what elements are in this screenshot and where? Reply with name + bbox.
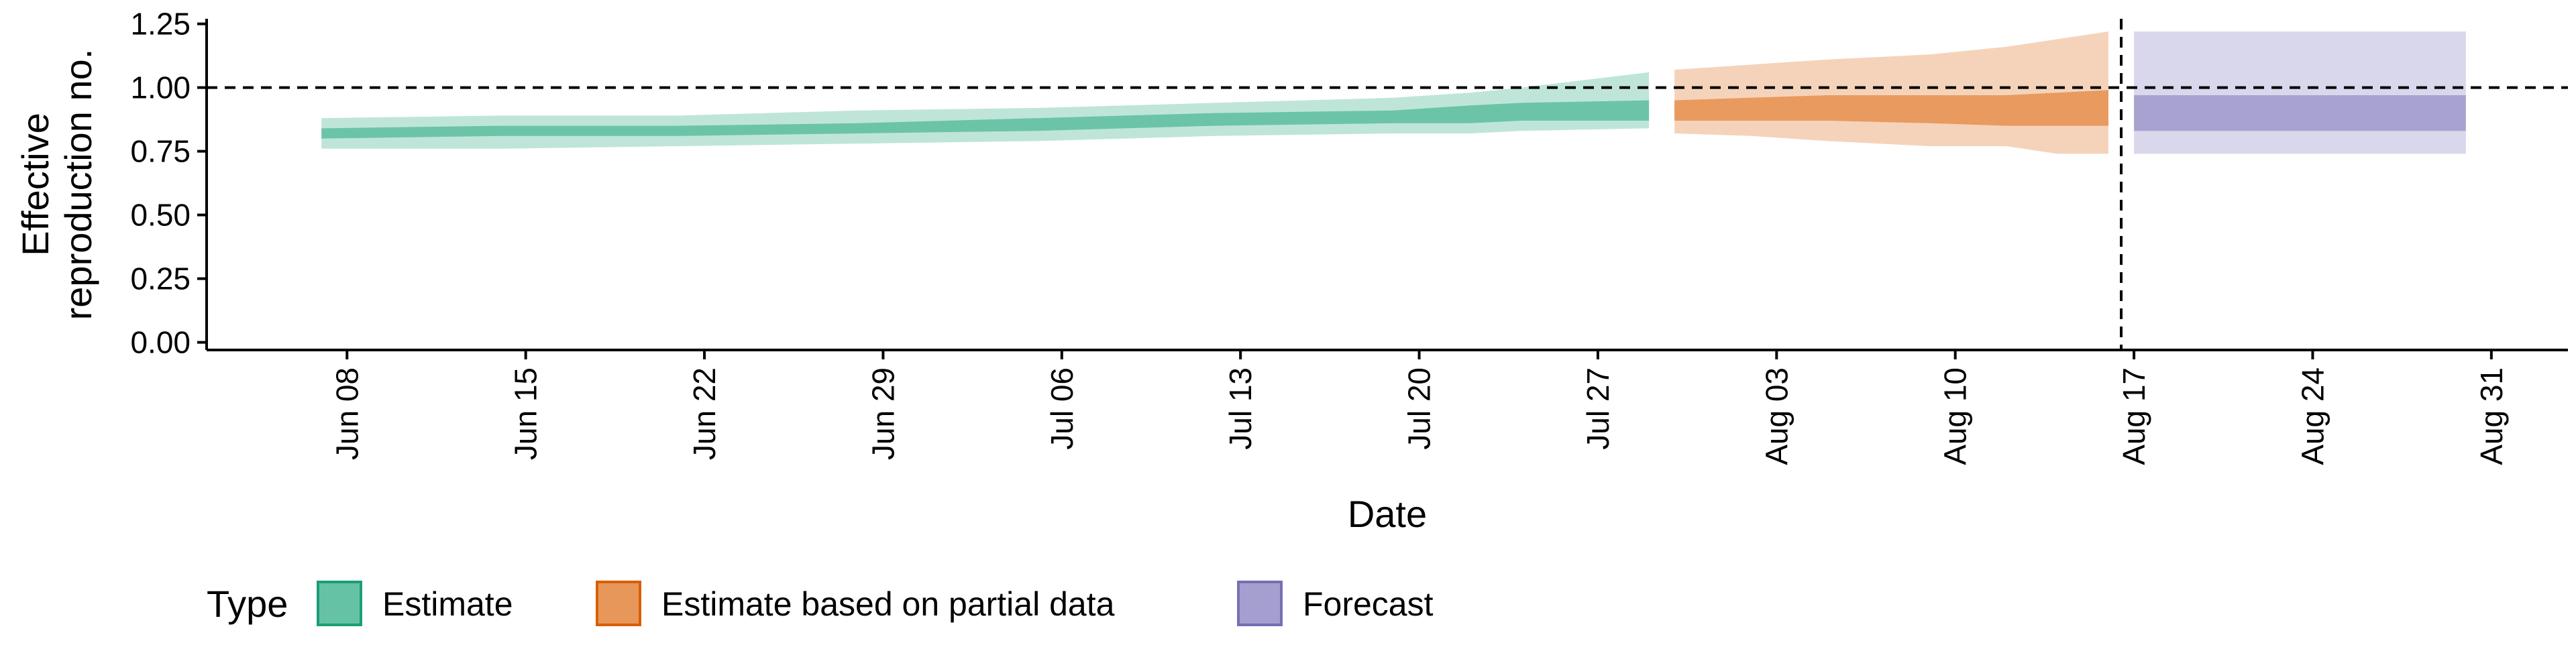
y-tick-label: 0.50 <box>130 198 191 233</box>
y-tick-label: 0.00 <box>130 325 191 360</box>
band-inner-estimate <box>321 100 1650 139</box>
band-outer-forecast <box>2134 32 2466 154</box>
tick-layer: 0.00 0.25 0.50 0.75 1.00 1.25 Jun 08 Jun 15 Jun … <box>130 7 2508 465</box>
y-tick-label: 0.75 <box>130 134 191 169</box>
x-tick-label: Aug 03 <box>1759 367 1794 465</box>
y-axis-title-line: reproduction no. <box>57 49 99 320</box>
x-tick-label: Jul 06 <box>1044 367 1079 450</box>
x-tick-label: Aug 17 <box>2116 367 2151 465</box>
x-tick-label: Aug 24 <box>2296 367 2330 465</box>
legend: Type Estimate Estimate based on partial da… <box>207 581 1434 626</box>
y-tick-label: 0.25 <box>130 261 191 296</box>
x-axis-title: Date <box>1348 493 1427 535</box>
x-tick-label: Jul 13 <box>1223 367 1258 450</box>
band-layer <box>321 32 2466 154</box>
x-tick-label: Jun 29 <box>865 367 900 460</box>
x-tick-label: Aug 31 <box>2474 367 2509 465</box>
legend-swatch-estimate <box>317 581 362 626</box>
x-tick-label: Jun 15 <box>508 367 543 460</box>
y-axis-title-line: Effective <box>14 113 56 256</box>
x-tick-label: Jul 27 <box>1580 367 1615 450</box>
band-inner-estimate-based-on-partial-data <box>1674 90 2108 126</box>
legend-label-estimate-based-on-partial-data: Estimate based on partial data <box>661 585 1115 623</box>
reference-lines <box>207 19 2568 350</box>
band-inner-forecast <box>2134 95 2466 131</box>
legend-label-estimate: Estimate <box>382 585 513 623</box>
x-tick-label: Jun 22 <box>687 367 722 460</box>
x-tick-label: Aug 10 <box>1938 367 1973 465</box>
y-tick-label: 1.25 <box>130 7 191 42</box>
legend-title: Type <box>207 583 288 625</box>
x-tick-label: Jun 08 <box>329 367 364 460</box>
y-tick-label: 1.00 <box>130 70 191 105</box>
legend-label-forecast: Forecast <box>1303 585 1434 623</box>
legend-swatch-estimate-based-on-partial-data <box>596 581 641 626</box>
band-outer-estimate-based-on-partial-data <box>1674 32 2108 154</box>
legend-swatch-forecast <box>1237 581 1283 626</box>
axes <box>205 19 2568 351</box>
x-tick-label: Jul 20 <box>1402 367 1437 450</box>
